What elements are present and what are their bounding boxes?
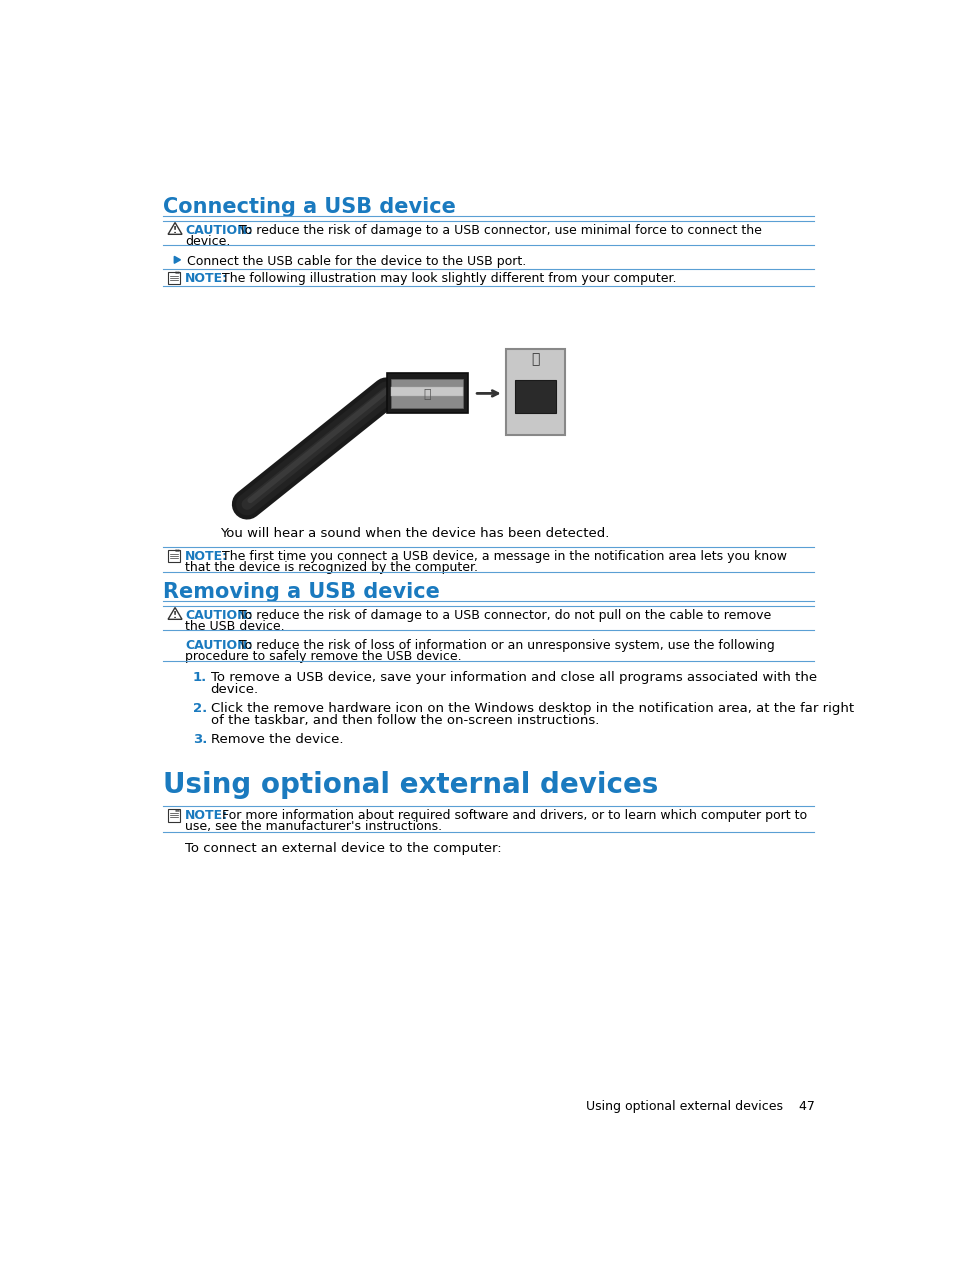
Text: Removing a USB device: Removing a USB device [163, 582, 440, 602]
Text: CAUTION:: CAUTION: [185, 224, 253, 237]
Text: To reduce the risk of damage to a USB connector, do not pull on the cable to rem: To reduce the risk of damage to a USB co… [239, 610, 771, 622]
Text: You will hear a sound when the device has been detected.: You will hear a sound when the device ha… [220, 527, 609, 541]
FancyBboxPatch shape [168, 550, 180, 563]
Text: Click the remove hardware icon on the Windows desktop in the notification area, : Click the remove hardware icon on the Wi… [211, 702, 853, 715]
Text: device.: device. [185, 235, 231, 248]
Text: the USB device.: the USB device. [185, 620, 284, 632]
Text: Connecting a USB device: Connecting a USB device [163, 197, 456, 217]
Text: NOTE:: NOTE: [185, 550, 228, 563]
Text: Using optional external devices: Using optional external devices [163, 771, 659, 800]
FancyBboxPatch shape [391, 378, 463, 408]
Text: !: ! [172, 226, 177, 235]
Text: that the device is recognized by the computer.: that the device is recognized by the com… [185, 560, 477, 574]
Text: CAUTION:: CAUTION: [185, 610, 253, 622]
FancyBboxPatch shape [505, 349, 564, 436]
Text: ✏: ✏ [174, 808, 180, 814]
Text: The following illustration may look slightly different from your computer.: The following illustration may look slig… [221, 272, 676, 284]
Text: NOTE:: NOTE: [185, 809, 228, 822]
FancyBboxPatch shape [386, 373, 468, 414]
FancyBboxPatch shape [391, 387, 463, 396]
Text: 3.: 3. [193, 733, 207, 745]
Text: To connect an external device to the computer:: To connect an external device to the com… [185, 842, 501, 855]
Text: Connect the USB cable for the device to the USB port.: Connect the USB cable for the device to … [187, 255, 525, 268]
Text: ✏: ✏ [174, 271, 180, 277]
Text: !: ! [172, 611, 177, 620]
Text: of the taskbar, and then follow the on-screen instructions.: of the taskbar, and then follow the on-s… [211, 714, 598, 726]
Text: 1.: 1. [193, 672, 207, 685]
Text: procedure to safely remove the USB device.: procedure to safely remove the USB devic… [185, 650, 461, 663]
FancyBboxPatch shape [168, 809, 180, 822]
Text: The first time you connect a USB device, a message in the notification area lets: The first time you connect a USB device,… [221, 550, 785, 563]
FancyBboxPatch shape [168, 272, 180, 284]
Text: For more information about required software and drivers, or to learn which comp: For more information about required soft… [221, 809, 806, 822]
Text: To remove a USB device, save your information and close all programs associated : To remove a USB device, save your inform… [211, 672, 816, 685]
Text: CAUTION:: CAUTION: [185, 639, 253, 652]
Text: 2.: 2. [193, 702, 207, 715]
FancyBboxPatch shape [515, 380, 555, 414]
Text: Remove the device.: Remove the device. [211, 733, 343, 745]
Text: To reduce the risk of loss of information or an unresponsive system, use the fol: To reduce the risk of loss of informatio… [239, 639, 774, 652]
Polygon shape [174, 257, 180, 263]
Text: NOTE:: NOTE: [185, 272, 228, 284]
Text: ⬨: ⬨ [531, 353, 539, 367]
Text: Using optional external devices    47: Using optional external devices 47 [585, 1100, 814, 1114]
Text: To reduce the risk of damage to a USB connector, use minimal force to connect th: To reduce the risk of damage to a USB co… [239, 224, 761, 237]
Text: ✏: ✏ [174, 549, 180, 554]
Text: use, see the manufacturer's instructions.: use, see the manufacturer's instructions… [185, 820, 442, 833]
Text: device.: device. [211, 683, 258, 696]
Text: ⬨: ⬨ [423, 387, 430, 400]
